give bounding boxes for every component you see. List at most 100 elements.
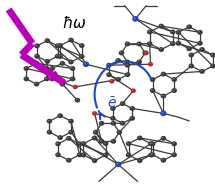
Circle shape — [34, 61, 39, 66]
Circle shape — [106, 63, 112, 68]
Circle shape — [93, 159, 95, 161]
Circle shape — [81, 141, 86, 146]
Circle shape — [162, 112, 164, 114]
Circle shape — [55, 152, 61, 157]
Circle shape — [162, 73, 164, 74]
Circle shape — [176, 41, 181, 46]
Circle shape — [75, 98, 80, 103]
Circle shape — [148, 31, 150, 32]
Circle shape — [149, 63, 151, 64]
Circle shape — [120, 121, 125, 126]
Circle shape — [55, 54, 60, 59]
Circle shape — [127, 142, 129, 144]
Circle shape — [55, 43, 60, 48]
Circle shape — [147, 29, 152, 34]
Circle shape — [151, 153, 153, 155]
Circle shape — [210, 53, 215, 57]
Circle shape — [198, 42, 200, 43]
Circle shape — [142, 50, 148, 55]
Circle shape — [44, 77, 50, 81]
Circle shape — [199, 69, 205, 74]
Circle shape — [108, 64, 109, 65]
Circle shape — [189, 53, 194, 57]
Circle shape — [127, 154, 129, 155]
Circle shape — [59, 114, 60, 116]
Circle shape — [115, 162, 121, 167]
Circle shape — [118, 131, 120, 132]
Circle shape — [92, 158, 97, 163]
Circle shape — [131, 107, 132, 109]
Circle shape — [82, 154, 84, 155]
Circle shape — [23, 66, 29, 71]
Circle shape — [70, 77, 75, 81]
Circle shape — [132, 89, 134, 91]
Circle shape — [57, 135, 63, 140]
Circle shape — [45, 59, 50, 64]
Circle shape — [35, 44, 37, 46]
Circle shape — [150, 152, 155, 157]
Circle shape — [77, 152, 82, 157]
Circle shape — [83, 61, 89, 67]
Circle shape — [190, 54, 191, 55]
Circle shape — [80, 55, 82, 57]
Circle shape — [81, 153, 86, 157]
Circle shape — [49, 77, 55, 81]
Circle shape — [132, 16, 139, 22]
Circle shape — [186, 46, 192, 51]
Circle shape — [129, 116, 135, 121]
Circle shape — [151, 143, 153, 144]
Circle shape — [111, 139, 116, 144]
Circle shape — [57, 113, 63, 118]
Circle shape — [111, 117, 113, 119]
Circle shape — [201, 70, 202, 72]
Circle shape — [160, 25, 161, 26]
Circle shape — [99, 121, 104, 126]
Circle shape — [80, 44, 82, 46]
Circle shape — [104, 154, 106, 155]
Circle shape — [45, 38, 50, 43]
Circle shape — [56, 55, 58, 56]
Circle shape — [150, 77, 155, 82]
Circle shape — [106, 72, 112, 77]
Circle shape — [111, 121, 116, 126]
Circle shape — [119, 50, 124, 55]
Circle shape — [171, 152, 177, 157]
Circle shape — [34, 43, 40, 48]
Circle shape — [59, 44, 60, 46]
Circle shape — [93, 137, 95, 138]
Circle shape — [60, 82, 65, 87]
Circle shape — [138, 159, 140, 161]
Circle shape — [94, 131, 96, 132]
Circle shape — [104, 142, 106, 144]
Circle shape — [59, 55, 60, 57]
Circle shape — [161, 72, 166, 77]
Circle shape — [144, 52, 145, 53]
Circle shape — [76, 99, 78, 100]
Circle shape — [131, 88, 136, 93]
Circle shape — [138, 43, 139, 44]
Circle shape — [46, 60, 48, 62]
Circle shape — [138, 60, 139, 62]
Circle shape — [71, 67, 73, 69]
Circle shape — [176, 30, 181, 35]
Circle shape — [173, 143, 174, 144]
Circle shape — [148, 62, 153, 67]
Circle shape — [125, 72, 130, 77]
Circle shape — [35, 83, 37, 84]
Circle shape — [115, 58, 121, 63]
Circle shape — [112, 140, 114, 141]
Circle shape — [197, 30, 203, 35]
Circle shape — [186, 24, 192, 29]
Circle shape — [177, 42, 178, 43]
Circle shape — [161, 136, 166, 141]
Circle shape — [82, 142, 84, 144]
Circle shape — [134, 17, 136, 19]
Circle shape — [162, 137, 164, 139]
Circle shape — [120, 101, 125, 106]
Circle shape — [161, 158, 166, 163]
Circle shape — [69, 61, 71, 62]
Circle shape — [112, 122, 114, 123]
Circle shape — [150, 141, 155, 146]
Circle shape — [148, 42, 150, 44]
Circle shape — [125, 63, 130, 68]
